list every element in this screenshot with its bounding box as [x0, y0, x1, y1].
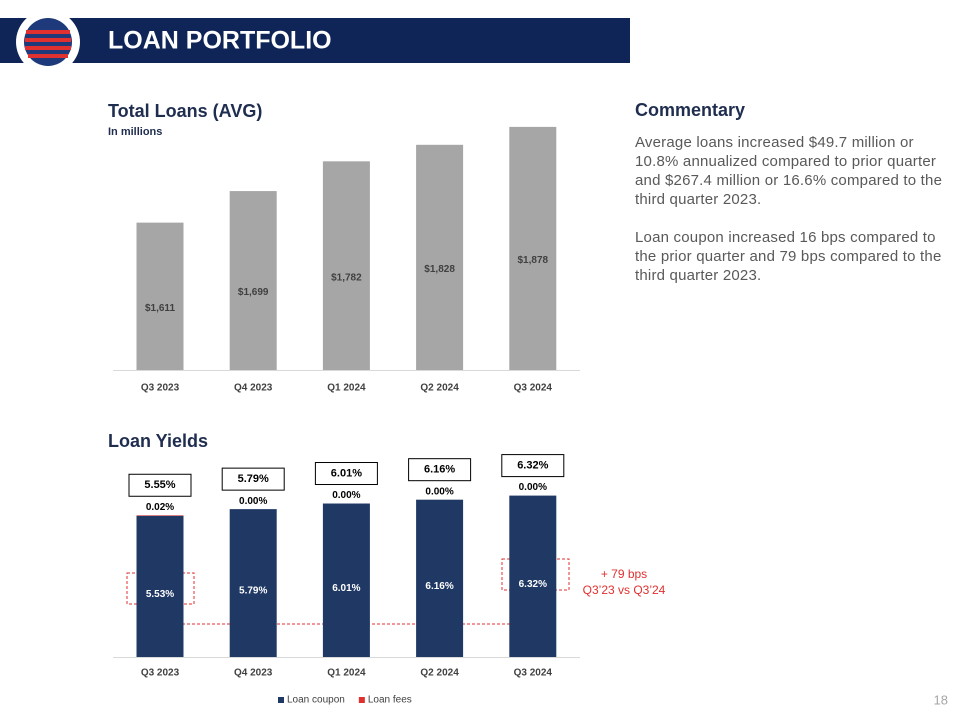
- total-box: [501, 454, 565, 478]
- x-tick-label: Q2 2024: [420, 668, 459, 679]
- value-label: 5.53%: [146, 589, 174, 600]
- annotation: + 79 bps: [601, 567, 647, 581]
- bar-segment: [322, 503, 370, 657]
- bar: [229, 191, 277, 370]
- commentary-title: Commentary: [635, 100, 746, 120]
- x-tick-label: Q3 2024: [514, 383, 553, 394]
- value-label: 0.02%: [146, 502, 174, 513]
- x-tick-label: Q4 2023: [234, 668, 273, 679]
- value-label: $1,782: [331, 272, 362, 283]
- value-label: 0.00%: [519, 482, 547, 493]
- x-tick-label: Q1 2024: [327, 668, 366, 679]
- bar-segment: [136, 515, 184, 657]
- value-label: 6.32%: [519, 579, 547, 590]
- total-label: 6.01%: [331, 467, 362, 479]
- value-label: $1,699: [238, 287, 269, 298]
- legend-label: Loan coupon: [287, 695, 345, 706]
- value-label: $1,828: [424, 264, 455, 275]
- x-tick-label: Q1 2024: [327, 383, 366, 394]
- bar: [136, 222, 184, 370]
- legend-label: Loan fees: [368, 695, 412, 706]
- commentary-text: Average loans increased $49.7 million or…: [635, 134, 943, 208]
- x-tick-label: Q3 2024: [514, 668, 553, 679]
- x-tick-label: Q4 2023: [234, 383, 273, 394]
- value-label: 0.00%: [239, 496, 267, 507]
- bar: [509, 126, 557, 370]
- header-bar: [0, 18, 630, 63]
- value-label: 6.01%: [332, 583, 360, 594]
- bar-segment: [416, 499, 464, 657]
- total-label: 6.32%: [517, 460, 548, 472]
- value-label: $1,878: [518, 255, 549, 266]
- legend-swatch: [358, 697, 365, 703]
- value-label: 0.00%: [425, 486, 453, 497]
- total-box: [128, 473, 192, 497]
- bar: [416, 144, 464, 370]
- x-tick-label: Q3 2023: [141, 668, 180, 679]
- commentary: Commentary Average loans increased $49.7…: [635, 100, 947, 304]
- total-box: [221, 467, 285, 491]
- chart-subtitle: In millions: [108, 126, 162, 138]
- header-title: LOAN PORTFOLIO: [108, 27, 332, 55]
- bar-segment: [229, 509, 277, 657]
- total-box: [314, 462, 378, 486]
- value-label: 0.00%: [332, 490, 360, 501]
- commentary-text: Loan coupon increased 16 bps compared to…: [635, 229, 942, 284]
- value-label: $1,611: [145, 303, 175, 314]
- total-label: 6.16%: [424, 464, 455, 476]
- bar-segment: [509, 495, 557, 657]
- logo-stripes: [25, 30, 71, 58]
- total-box: [408, 458, 472, 482]
- total-label: 5.79%: [238, 473, 269, 485]
- value-label: 6.16%: [425, 581, 453, 592]
- total-label: 5.55%: [144, 479, 175, 491]
- annotation: Q3’23 vs Q3’24: [583, 583, 666, 597]
- chart-title: Loan Yields: [108, 431, 208, 451]
- value-label: 5.79%: [239, 586, 267, 597]
- bar: [322, 161, 370, 370]
- page-number: 18: [934, 692, 948, 707]
- bar-segment: [136, 515, 184, 516]
- x-tick-label: Q3 2023: [141, 383, 180, 394]
- legend-swatch: [278, 697, 284, 703]
- x-tick-label: Q2 2024: [420, 383, 459, 394]
- chart-title: Total Loans (AVG): [108, 101, 262, 121]
